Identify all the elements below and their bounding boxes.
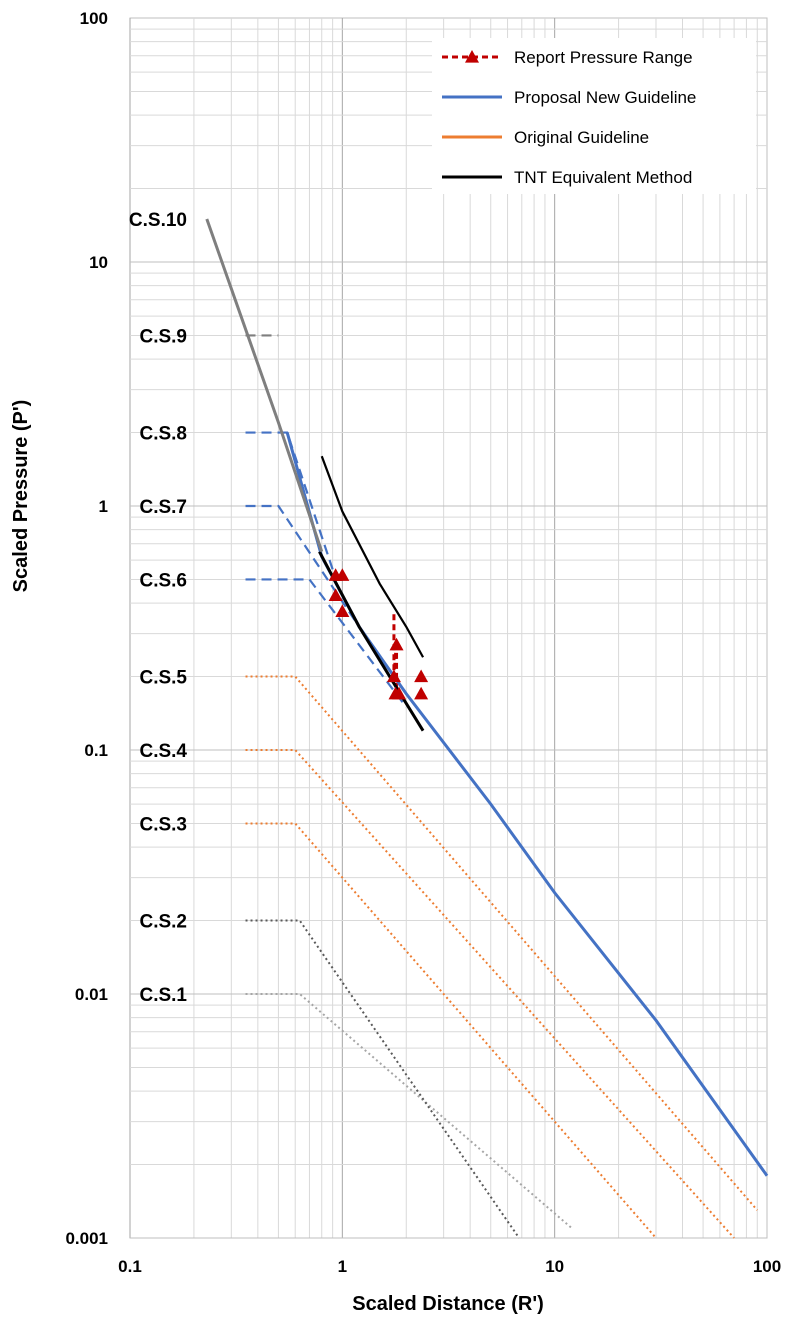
report-pressure-marker bbox=[328, 588, 343, 602]
legend-label: TNT Equivalent Method bbox=[514, 168, 692, 187]
y-tick-label: 0.001 bbox=[65, 1229, 108, 1248]
class-label: C.S.3 bbox=[139, 814, 187, 835]
class-label: C.S.7 bbox=[139, 497, 187, 518]
report-pressure-marker bbox=[414, 669, 429, 683]
class-line bbox=[245, 993, 573, 1229]
plot-frame bbox=[129, 17, 768, 1239]
series-line bbox=[320, 455, 425, 658]
series-line bbox=[318, 550, 425, 732]
series-line bbox=[205, 218, 324, 553]
y-tick-label: 1 bbox=[99, 497, 108, 516]
x-tick-label: 10 bbox=[545, 1257, 564, 1276]
class-label: C.S.2 bbox=[139, 912, 187, 933]
tick-labels: 0.1 1 10 100 100 10 1 0.1 0.01 0.001 bbox=[65, 9, 781, 1276]
x-tick-label: 100 bbox=[753, 1257, 781, 1276]
y-axis-title: Scaled Pressure (P') bbox=[10, 400, 32, 593]
grid bbox=[129, 17, 768, 1239]
class-label: C.S.8 bbox=[139, 424, 187, 445]
series bbox=[205, 218, 769, 1239]
y-tick-label: 10 bbox=[89, 253, 108, 272]
class-line bbox=[245, 822, 657, 1239]
y-tick-label: 100 bbox=[80, 9, 108, 28]
class-line bbox=[245, 504, 361, 628]
report-pressure-marker bbox=[335, 568, 350, 581]
report-pressure-marker bbox=[335, 604, 350, 617]
class-line bbox=[245, 578, 408, 708]
class-label: C.S.10 bbox=[129, 210, 187, 231]
report-pressure-marker bbox=[389, 637, 404, 651]
class-label: C.S.4 bbox=[139, 741, 187, 762]
report-pressure-marker bbox=[392, 686, 407, 700]
x-tick-label: 0.1 bbox=[118, 1257, 142, 1276]
x-tick-label: 1 bbox=[338, 1257, 347, 1276]
class-label: C.S.9 bbox=[139, 326, 187, 347]
class-label: C.S.1 bbox=[139, 985, 187, 1006]
y-tick-label: 0.01 bbox=[75, 985, 108, 1004]
class-label: C.S.5 bbox=[139, 668, 187, 689]
class-line bbox=[245, 675, 759, 1211]
class-line bbox=[245, 919, 520, 1239]
legend-box bbox=[432, 38, 756, 194]
class-labels: C.S.1 C.S.2 C.S.3 C.S.4 C.S.5 C.S.6 C.S.7 C.S.8… bbox=[129, 210, 188, 1006]
report-pressure-marker bbox=[386, 669, 401, 683]
y-tick-label: 0.1 bbox=[84, 741, 108, 760]
report-pressure-marker bbox=[414, 686, 429, 700]
x-axis-title: Scaled Distance (R') bbox=[352, 1293, 543, 1315]
class-label: C.S.6 bbox=[139, 570, 187, 591]
legend-label: Original Guideline bbox=[514, 128, 649, 147]
legend-marker bbox=[465, 50, 479, 63]
legend: Report Pressure Range Proposal New Guidel… bbox=[432, 38, 756, 194]
legend-label: Report Pressure Range bbox=[514, 48, 693, 67]
class-line bbox=[245, 749, 735, 1239]
legend-label: Proposal New Guideline bbox=[514, 88, 696, 107]
